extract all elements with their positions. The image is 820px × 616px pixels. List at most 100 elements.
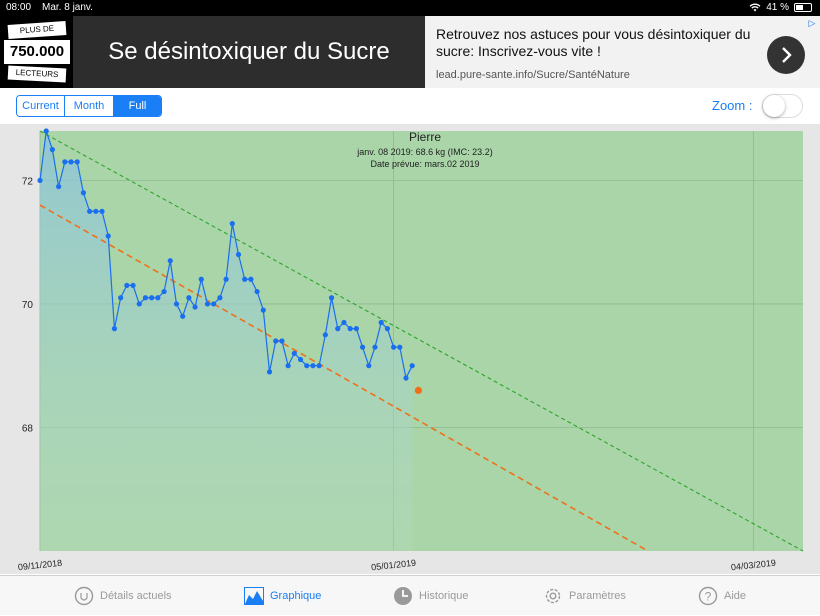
segment-current[interactable]: Current bbox=[17, 96, 65, 116]
data-point bbox=[93, 208, 99, 214]
data-point bbox=[266, 369, 273, 375]
tab-details[interactable]: Détails actuels bbox=[74, 576, 172, 616]
chart-title: Pierre bbox=[409, 130, 441, 144]
data-point bbox=[390, 344, 397, 350]
face-icon bbox=[74, 586, 94, 606]
status-date: Mar. 8 janv. bbox=[42, 2, 93, 13]
data-point bbox=[285, 363, 291, 369]
ad-badge-bottom: LECTEURS bbox=[7, 65, 67, 83]
zoom-toggle[interactable] bbox=[762, 94, 803, 118]
latest-data-point bbox=[414, 386, 422, 395]
data-point bbox=[279, 338, 285, 344]
data-point bbox=[43, 128, 49, 134]
zoom-toggle-knob bbox=[763, 95, 785, 117]
data-point bbox=[204, 301, 211, 307]
data-point bbox=[111, 326, 118, 332]
data-point bbox=[291, 350, 297, 356]
segment-full[interactable]: Full bbox=[114, 96, 161, 116]
data-point bbox=[136, 301, 142, 307]
data-point bbox=[87, 208, 93, 214]
adchoices-icon[interactable]: ▷ bbox=[808, 18, 816, 28]
data-point bbox=[56, 183, 62, 190]
data-point bbox=[229, 221, 235, 227]
data-point bbox=[322, 332, 328, 338]
battery-percent: 41 % bbox=[766, 2, 789, 13]
status-right: 41 % bbox=[749, 2, 812, 13]
data-point bbox=[74, 159, 80, 165]
data-point bbox=[316, 363, 322, 369]
tab-details-label: Détails actuels bbox=[100, 590, 172, 602]
status-time: 08:00 bbox=[6, 2, 32, 13]
x-tick-label: 09/11/2018 bbox=[17, 558, 62, 573]
series-area-fill bbox=[40, 131, 413, 551]
data-point bbox=[359, 344, 366, 350]
ad-promo-text[interactable]: Retrouvez nos astuces pour vous désintox… bbox=[436, 26, 751, 59]
data-point bbox=[161, 288, 167, 295]
chevron-right-icon bbox=[782, 47, 792, 63]
data-point bbox=[248, 276, 254, 282]
data-point bbox=[124, 282, 130, 289]
data-point bbox=[347, 326, 353, 332]
ad-banner[interactable]: PLUS DE 750.000 LECTEURS Se désintoxique… bbox=[0, 16, 820, 88]
data-point bbox=[384, 326, 390, 332]
data-point bbox=[142, 295, 149, 301]
tab-history-label: Historique bbox=[419, 590, 469, 602]
data-point bbox=[372, 344, 378, 350]
data-point bbox=[173, 301, 180, 307]
ad-banner-title[interactable]: Se désintoxiquer du Sucre bbox=[73, 16, 425, 88]
tab-bar: Détails actuels Graphique Historique Par… bbox=[0, 575, 820, 615]
battery-icon bbox=[794, 3, 812, 12]
data-point bbox=[403, 375, 409, 381]
data-point bbox=[198, 276, 204, 282]
chart-icon bbox=[244, 587, 264, 605]
chart-toolbar: Current Month Full Zoom : bbox=[0, 88, 820, 124]
ad-open-button[interactable] bbox=[767, 36, 805, 74]
axis-labels: 68 70 72 09/11/2018 05/01/2019 04/03/2019 bbox=[17, 176, 776, 572]
data-point bbox=[211, 301, 217, 307]
ad-badge-number: 750.000 bbox=[4, 40, 70, 64]
y-tick-label: 72 bbox=[22, 176, 34, 187]
data-point bbox=[304, 363, 310, 369]
data-point bbox=[353, 326, 359, 332]
help-icon: ? bbox=[698, 586, 718, 606]
range-segmented-control: Current Month Full bbox=[16, 95, 162, 117]
y-tick-label: 70 bbox=[22, 300, 34, 311]
data-point bbox=[118, 295, 124, 301]
data-point bbox=[310, 363, 316, 369]
x-tick-label: 04/03/2019 bbox=[730, 558, 776, 573]
tab-settings-label: Paramètres bbox=[569, 590, 626, 602]
data-point bbox=[155, 295, 161, 301]
data-point bbox=[149, 295, 155, 301]
tab-history[interactable]: Historique bbox=[393, 576, 469, 616]
data-point bbox=[335, 326, 341, 332]
tab-settings[interactable]: Paramètres bbox=[543, 576, 626, 616]
gear-icon bbox=[545, 588, 561, 604]
ad-url[interactable]: lead.pure-sante.info/Sucre/SantéNature bbox=[436, 69, 630, 81]
segment-month[interactable]: Month bbox=[65, 96, 114, 116]
data-point bbox=[378, 319, 384, 326]
trend-lines bbox=[39, 130, 804, 552]
trend-line bbox=[39, 130, 804, 552]
data-point bbox=[235, 251, 242, 258]
data-point bbox=[397, 344, 403, 350]
weight-chart[interactable]: 68 70 72 09/11/2018 05/01/2019 04/03/2019 Pie… bbox=[0, 124, 820, 574]
tab-chart[interactable]: Graphique bbox=[244, 576, 321, 616]
data-point bbox=[297, 356, 304, 363]
data-point bbox=[260, 307, 266, 313]
data-point bbox=[49, 146, 56, 153]
data-point bbox=[217, 295, 223, 301]
trend-line bbox=[39, 204, 649, 552]
data-point bbox=[341, 319, 347, 326]
tab-help[interactable]: ? Aide bbox=[698, 576, 746, 616]
data-point bbox=[105, 233, 111, 239]
y-tick-label: 68 bbox=[22, 423, 34, 434]
x-tick-label: 05/01/2019 bbox=[371, 558, 417, 573]
data-point bbox=[99, 208, 105, 214]
clock-icon bbox=[394, 587, 412, 605]
data-point bbox=[186, 295, 192, 301]
data-point bbox=[223, 276, 229, 282]
data-point bbox=[254, 288, 260, 295]
data-point bbox=[409, 363, 415, 369]
data-point bbox=[192, 304, 198, 310]
data-point bbox=[68, 159, 74, 165]
